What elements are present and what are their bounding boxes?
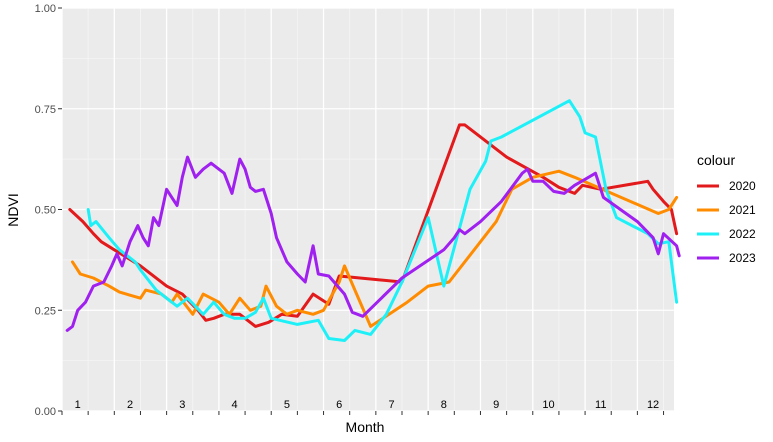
month-label: 12 xyxy=(647,399,659,411)
month-label: 2 xyxy=(127,399,133,411)
month-label: 9 xyxy=(493,399,499,411)
series-layer xyxy=(65,99,681,342)
month-label: 4 xyxy=(232,399,238,411)
x-axis-title: Month xyxy=(346,419,385,435)
month-label: 3 xyxy=(179,399,185,411)
y-tick-label: 1.00 xyxy=(35,3,56,15)
month-labels: 1 2 3 4 5 6 7 8 9 10 11 12 xyxy=(75,399,660,411)
y-tick-label: 0.75 xyxy=(35,104,56,116)
month-label: 6 xyxy=(336,399,342,411)
legend-label-2022: 2022 xyxy=(729,227,756,241)
legend-label-2023: 2023 xyxy=(729,251,756,265)
legend: colour 2020 2021 2022 2023 xyxy=(697,152,756,265)
y-axis: 0.00 0.25 0.50 0.75 1.00 xyxy=(35,3,62,418)
y-tick-label: 0.50 xyxy=(35,205,56,217)
series-line-2021 xyxy=(71,169,679,328)
series-line-2022 xyxy=(86,99,679,342)
month-label: 1 xyxy=(75,399,81,411)
y-axis-title: NDVI xyxy=(5,193,21,226)
month-label: 11 xyxy=(595,399,606,411)
month-label: 10 xyxy=(542,399,554,411)
legend-label-2021: 2021 xyxy=(729,203,756,217)
y-tick-label: 0.25 xyxy=(35,305,56,317)
legend-title: colour xyxy=(697,152,735,168)
x-axis xyxy=(61,411,665,415)
legend-label-2020: 2020 xyxy=(729,179,756,193)
month-label: 7 xyxy=(388,399,394,411)
series-line-2023 xyxy=(65,155,681,332)
y-tick-label: 0.00 xyxy=(35,406,56,418)
month-label: 5 xyxy=(284,399,290,411)
month-label: 8 xyxy=(441,399,447,411)
series-line-2020 xyxy=(68,123,679,328)
